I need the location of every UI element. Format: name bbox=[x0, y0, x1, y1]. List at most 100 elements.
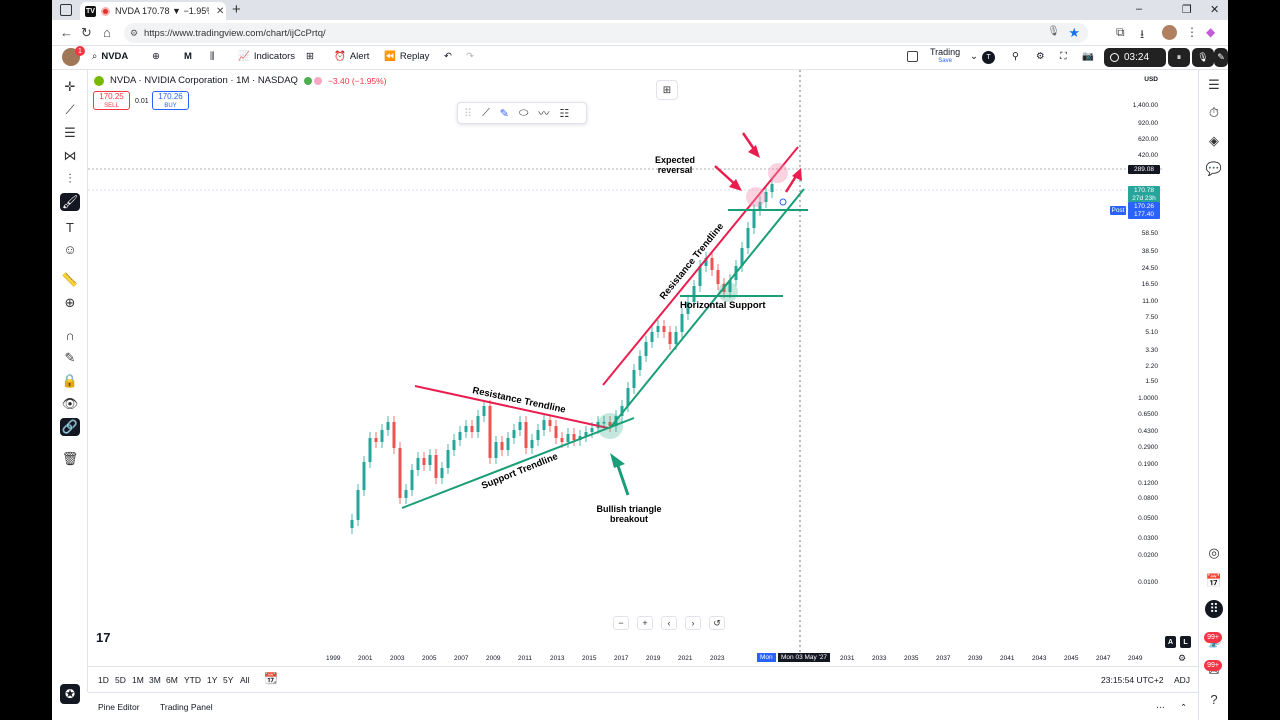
drag-handle-icon[interactable]: ⠿ bbox=[464, 107, 473, 120]
snapshot-button[interactable]: 📷 bbox=[1082, 51, 1094, 62]
forecast-tool-icon[interactable]: ⫶ bbox=[68, 171, 72, 186]
quick-search-button[interactable]: ⚲ bbox=[1012, 51, 1019, 62]
browser-tab[interactable]: TV NVDA 170.78 ▼ −1.95% Trac ✕ bbox=[80, 2, 226, 20]
layout-checkbox[interactable] bbox=[907, 51, 918, 62]
alert-button[interactable]: ⏰ Alert bbox=[334, 51, 369, 62]
redo-button[interactable]: ↷ bbox=[466, 51, 474, 62]
stop-recording-icon[interactable] bbox=[1110, 53, 1119, 62]
sell-button[interactable]: 170.25 SELL bbox=[93, 91, 130, 110]
range-button-5y[interactable]: 5Y bbox=[223, 675, 234, 685]
trading-panel-tab[interactable]: Trading Panel bbox=[160, 702, 213, 712]
copilot-icon[interactable]: ◆ bbox=[1206, 25, 1216, 39]
layers-icon[interactable]: ◈ bbox=[1209, 133, 1219, 148]
pattern-tool-icon[interactable]: ⋈ bbox=[63, 148, 77, 163]
microphone-button[interactable]: 🎙 bbox=[1192, 48, 1214, 67]
undo-button[interactable]: ↶ bbox=[444, 51, 452, 62]
shape-icon[interactable]: ⬭ bbox=[518, 106, 529, 119]
object-tree-button[interactable]: ✪ bbox=[60, 684, 80, 704]
reload-icon[interactable]: ↻ bbox=[81, 25, 92, 40]
recording-control[interactable]: 03:24 bbox=[1104, 48, 1166, 67]
adjust-button[interactable]: ADJ bbox=[1174, 675, 1191, 685]
eye-icon[interactable]: 👁 bbox=[61, 396, 79, 411]
time-axis[interactable]: 1999 2001 2003 2005 2007 2009 2011 2013 2015 2017… bbox=[88, 652, 1186, 666]
range-button-3m[interactable]: 3M bbox=[149, 675, 161, 685]
pine-editor-tab[interactable]: Pine Editor bbox=[98, 702, 140, 712]
fib-tool-icon[interactable]: ☰ bbox=[64, 125, 76, 140]
replay-button[interactable]: ⏪ Replay bbox=[384, 51, 429, 62]
trash-icon[interactable]: 🗑 bbox=[61, 451, 79, 466]
trendline-icon[interactable]: ⟋ bbox=[482, 106, 490, 119]
time-axis-settings-icon[interactable]: ⚙ bbox=[1178, 653, 1187, 663]
draw-toggle-button[interactable]: ✎ bbox=[1214, 48, 1228, 67]
restore-icon[interactable]: ❐ bbox=[1182, 4, 1192, 16]
range-button-1d[interactable]: 1D bbox=[98, 675, 109, 685]
site-info-icon[interactable]: ⚙ bbox=[130, 28, 139, 38]
fullscreen-button[interactable]: ⛶ bbox=[1060, 51, 1067, 62]
emoji-tool-icon[interactable]: ☺ bbox=[63, 241, 77, 257]
zoom-in-button[interactable]: + bbox=[637, 616, 653, 630]
scroll-left-button[interactable]: ‹ bbox=[661, 616, 677, 630]
trendline-tool-icon[interactable]: ⟋ bbox=[65, 102, 75, 117]
auto-scale-button[interactable]: A bbox=[1165, 636, 1176, 648]
close-window-icon[interactable]: ✕ bbox=[1210, 4, 1220, 16]
link-icon[interactable]: 🔗 bbox=[60, 418, 80, 436]
interval-button[interactable]: M bbox=[184, 51, 192, 62]
templates-button[interactable]: ⊞ bbox=[306, 51, 314, 62]
downloads-icon[interactable]: ⭳ bbox=[1140, 27, 1145, 41]
home-icon[interactable]: ⌂ bbox=[103, 25, 111, 40]
browser-menu-icon[interactable]: ⋮ bbox=[1186, 25, 1198, 39]
apps-grid-icon[interactable]: ⠿ bbox=[1205, 600, 1223, 618]
watchlist-icon[interactable]: ☰ bbox=[1208, 77, 1220, 92]
reset-chart-button[interactable]: ↺ bbox=[709, 616, 725, 630]
symbol-search[interactable]: ⌕ NVDA bbox=[92, 51, 128, 62]
extensions-icon[interactable]: ⧉ bbox=[1116, 25, 1125, 39]
more-icon[interactable]: ⋯ bbox=[1156, 702, 1165, 712]
utc-clock[interactable]: 23:15:54 UTC+2 bbox=[1101, 675, 1164, 685]
chat-icon[interactable]: 💬 bbox=[1205, 161, 1223, 176]
calendar-icon[interactable]: 📅 bbox=[1205, 573, 1223, 588]
layout-dropdown[interactable]: ⌄ bbox=[970, 51, 978, 62]
price-scale[interactable]: USD 1,400.00 920.00 620.00 420.00 58.50 38.50… bbox=[1110, 70, 1162, 662]
log-scale-button[interactable]: L bbox=[1180, 636, 1191, 648]
zoom-in-tool-icon[interactable]: ⊕ bbox=[64, 295, 76, 310]
window-menu-icon[interactable] bbox=[60, 4, 72, 16]
path-icon[interactable]: 〰 bbox=[538, 108, 550, 120]
symbol-legend[interactable]: NVDA · NVIDIA Corporation · 1M · NASDAQ … bbox=[94, 75, 387, 86]
layout-grid-button[interactable]: ⊞ bbox=[656, 80, 678, 100]
profile-avatar[interactable] bbox=[1162, 25, 1177, 40]
zoom-out-button[interactable]: − bbox=[613, 616, 629, 630]
text-tool-icon[interactable]: T bbox=[66, 219, 74, 235]
crosshair-tool-icon[interactable]: ✛ bbox=[64, 79, 76, 94]
collapse-icon[interactable]: ⌃ bbox=[1180, 702, 1188, 712]
close-tab-icon[interactable]: ✕ bbox=[216, 5, 225, 17]
chart-type-button[interactable]: ⫼ bbox=[210, 51, 214, 62]
ruler-tool-icon[interactable]: 📏 bbox=[61, 272, 79, 287]
settings-button[interactable]: ⚙ bbox=[1036, 51, 1045, 62]
settings-sliders-icon[interactable]: ☷ bbox=[559, 107, 570, 120]
alerts-clock-icon[interactable]: ⏱ bbox=[1208, 105, 1220, 120]
compare-symbol-button[interactable]: ⊕ bbox=[152, 51, 160, 62]
bookmark-star-icon[interactable]: ★ bbox=[1068, 25, 1080, 40]
indicators-button[interactable]: 📈 Indicators bbox=[238, 51, 295, 62]
range-button-6m[interactable]: 6M bbox=[166, 675, 178, 685]
buy-button[interactable]: 170.26 BUY bbox=[152, 91, 189, 110]
date-range-icon[interactable]: 📆 bbox=[264, 673, 278, 685]
url-field[interactable]: ⚙ https://www.tradingview.com/chart/ijCc… bbox=[124, 23, 1088, 43]
tradingview-logo[interactable]: 17 bbox=[96, 630, 111, 645]
trading-badge[interactable]: T bbox=[982, 51, 995, 64]
minimize-icon[interactable]: – bbox=[1136, 3, 1143, 15]
lock-icon[interactable]: 🔒 bbox=[61, 373, 79, 388]
microphone-icon[interactable]: 🎙 bbox=[1047, 26, 1060, 37]
chart-pane[interactable]: Expected reversal Resistance Trendline H… bbox=[88, 70, 1191, 662]
range-button-all[interactable]: All bbox=[240, 675, 250, 685]
target-icon[interactable]: ◎ bbox=[1208, 545, 1220, 560]
pause-recording-button[interactable]: ⏸ bbox=[1168, 48, 1190, 67]
scroll-right-button[interactable]: › bbox=[685, 616, 701, 630]
trading-layout-name[interactable]: Trading Save bbox=[930, 48, 960, 66]
help-icon[interactable]: ? bbox=[1210, 691, 1218, 707]
range-button-5d[interactable]: 5D bbox=[115, 675, 126, 685]
new-tab-button[interactable]: + bbox=[232, 1, 241, 18]
stay-drawing-icon[interactable]: ✎ bbox=[64, 350, 76, 365]
brush-tool-icon[interactable]: 🖌 bbox=[60, 193, 80, 211]
range-button-1m[interactable]: 1M bbox=[132, 675, 144, 685]
